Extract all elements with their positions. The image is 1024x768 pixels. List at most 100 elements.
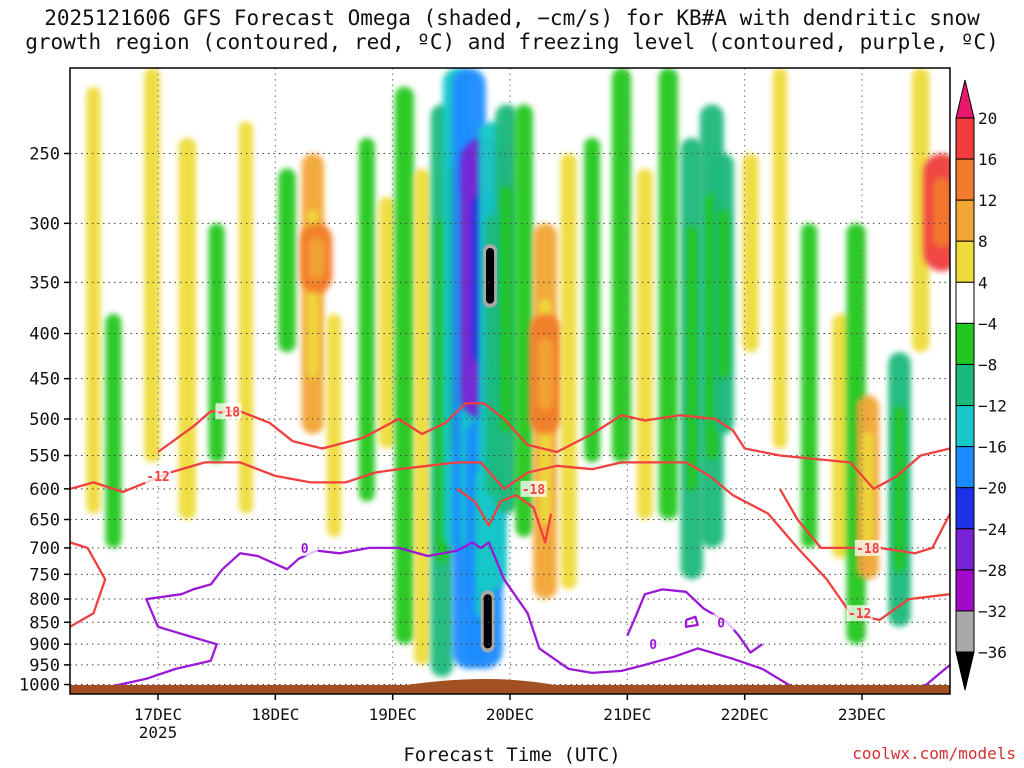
omega-cell <box>801 223 818 548</box>
x-tick-label: 21DEC <box>603 705 651 724</box>
colorbar-label: −8 <box>978 355 997 374</box>
dgz-contour-line <box>157 402 950 491</box>
freezing-contour-label-bg <box>640 636 667 653</box>
colorbar-segment <box>955 322 975 365</box>
omega-cell-core <box>308 237 325 280</box>
y-tick-label: 800 <box>29 590 60 610</box>
colorbar-label: −32 <box>978 602 1007 621</box>
x-tick-label: 23DEC <box>838 705 886 724</box>
grid-lines <box>70 68 950 694</box>
dgz-contour-line <box>70 461 950 622</box>
omega-cell <box>144 68 161 463</box>
omega-cell-core <box>893 407 906 572</box>
freezing-contour-label-bg <box>708 614 735 631</box>
dgz-contour-label: -12 <box>848 607 871 622</box>
freezing-contour-label: 0 <box>301 542 309 557</box>
colorbar-label: 8 <box>978 232 988 251</box>
colorbar-label: 4 <box>978 273 988 292</box>
freezing-contour-line <box>626 588 763 654</box>
omega-shading <box>86 68 950 677</box>
colorbar-segment <box>955 363 975 407</box>
x-tick-label: 18DEC <box>251 705 299 724</box>
omega-cell <box>358 137 375 502</box>
chart-title-line-1: 2025121606 GFS Forecast Omega (shaded, −… <box>44 6 980 30</box>
colorbar-segment <box>955 487 975 530</box>
dgz-contour-label: -18 <box>217 405 241 420</box>
omega-cell <box>178 137 197 520</box>
y-tick-label: 600 <box>29 480 60 500</box>
colorbar-label: −16 <box>978 438 1007 457</box>
dgz-contour-label-bg <box>215 403 242 420</box>
colorbar-segment <box>955 569 975 612</box>
omega-cell-core <box>686 226 698 492</box>
colorbar-segment <box>955 158 975 201</box>
omega-cell <box>105 313 122 548</box>
dgz-contour-label: -18 <box>522 483 546 498</box>
colorbar-segment <box>955 117 975 160</box>
dgz-contour-line <box>456 487 553 544</box>
colorbar-segment <box>955 405 975 448</box>
colorbar-label: 20 <box>978 109 997 128</box>
freezing-contour-line <box>684 615 699 628</box>
omega-cell-core <box>537 337 554 411</box>
colorbar-label: 16 <box>978 150 997 169</box>
x-tick-label: 17DEC <box>134 705 182 724</box>
omega-cell <box>584 137 601 463</box>
freezing-contour-label-bg <box>291 539 318 556</box>
x-axis-label: Forecast Time (UTC) <box>403 744 621 766</box>
y-tick-label: 650 <box>29 511 60 531</box>
omega-cell <box>238 121 254 514</box>
colorbar-label: −28 <box>978 561 1007 580</box>
omega-cell-core <box>500 186 513 432</box>
y-tick-label: 250 <box>29 144 60 164</box>
omega-cell-core <box>718 209 729 378</box>
freezing-contour-label: 0 <box>649 638 657 653</box>
x-tick-label: 19DEC <box>369 705 417 724</box>
y-tick-label: 450 <box>29 370 60 390</box>
colorbar-arrow-bottom <box>955 651 975 691</box>
colorbar-arrow-top <box>955 79 975 119</box>
omega-cell <box>515 104 533 537</box>
omega-cell <box>911 68 930 353</box>
omega-cell-core <box>932 177 950 248</box>
colorbar-label: −12 <box>978 397 1007 416</box>
credit-link[interactable]: coolwx.com/models <box>852 744 1016 763</box>
colorbar-label: −24 <box>978 520 1007 539</box>
omega-cell <box>611 68 632 463</box>
omega-cell-core <box>862 432 874 543</box>
x-tick-sublabel: 2025 <box>139 723 178 742</box>
colorbar: 20 16 12 8 4 −4 −8 −12 −16 −20 −24 −28 −32 −36 <box>955 79 1007 691</box>
freezing-contour-line <box>73 541 950 694</box>
x-tick-label: 22DEC <box>721 705 769 724</box>
omega-cell <box>658 68 678 520</box>
colorbar-label: 12 <box>978 191 997 210</box>
colorbar-segment <box>955 240 975 283</box>
y-tick-label: 700 <box>29 539 60 559</box>
y-tick-label: 550 <box>29 447 60 467</box>
dgz-contour-label: -18 <box>856 542 880 557</box>
colorbar-label: −36 <box>978 643 1007 662</box>
y-tick-label: 1000 <box>19 676 60 696</box>
omega-cell <box>378 196 395 449</box>
colorbar-segment <box>955 528 975 571</box>
omega-extreme-core <box>486 248 495 304</box>
terrain-band <box>70 685 950 694</box>
omega-cell <box>278 168 296 353</box>
colorbar-segment <box>955 446 975 489</box>
y-tick-label: 900 <box>29 635 60 655</box>
y-tick-label: 850 <box>29 613 60 633</box>
colorbar-label: −4 <box>978 314 997 333</box>
y-tick-label: 950 <box>29 656 60 676</box>
dgz-contour-label-bg <box>846 605 873 622</box>
dgz-contour-label-bg <box>854 539 881 556</box>
omega-cell <box>636 168 653 520</box>
axes: 2503003504004505005506006507007508008509… <box>19 144 886 742</box>
y-tick-label: 350 <box>29 273 60 293</box>
omega-cell <box>394 86 414 645</box>
omega-cell <box>86 86 101 514</box>
colorbar-segment <box>955 199 975 242</box>
omega-cell <box>208 223 225 463</box>
colorbar-segment <box>955 610 975 653</box>
omega-cell <box>832 313 850 559</box>
dgz-contour-line <box>70 541 107 628</box>
